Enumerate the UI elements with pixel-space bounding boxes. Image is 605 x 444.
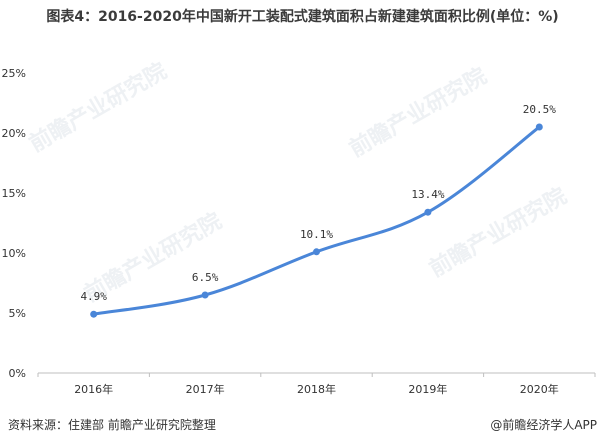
data-label: 13.4% <box>411 188 444 201</box>
chart-title: 图表4：2016-2020年中国新开工装配式建筑面积占新建建筑面积比例(单位：%… <box>46 9 559 25</box>
series-line <box>92 125 541 316</box>
brand-credit: @前瞻经济学人APP <box>490 418 597 432</box>
data-label: 20.5% <box>523 103 556 116</box>
line-chart: 0% 5% 10% 15% 20% 25% 2016年 2017年 2018年 2019年 2020… <box>2 67 596 396</box>
x-tick-label: 2016年 <box>74 382 113 396</box>
data-point <box>424 208 432 216</box>
data-label: 10.1% <box>300 228 333 241</box>
y-tick-label: 10% <box>2 247 26 260</box>
footer: 资料来源：住建部 前瞻产业研究院整理 @前瞻经济学人APP <box>0 412 605 444</box>
data-label: 6.5% <box>192 271 219 284</box>
x-tick-label: 2019年 <box>408 382 447 396</box>
data-point <box>313 248 320 256</box>
y-tick-label: 20% <box>2 127 26 140</box>
data-label: 4.9% <box>80 290 107 303</box>
y-tick-label: 5% <box>9 307 26 320</box>
data-point <box>90 310 98 318</box>
x-tick-label: 2018年 <box>297 382 336 396</box>
y-tick-label: 25% <box>2 67 26 80</box>
data-point <box>535 123 543 131</box>
data-point <box>201 291 209 299</box>
source-note: 资料来源：住建部 前瞻产业研究院整理 <box>8 418 216 432</box>
y-tick-label: 0% <box>9 367 26 380</box>
x-tick-label: 2017年 <box>186 382 225 396</box>
x-tick-label: 2020年 <box>520 382 559 396</box>
y-tick-label: 15% <box>2 187 26 200</box>
